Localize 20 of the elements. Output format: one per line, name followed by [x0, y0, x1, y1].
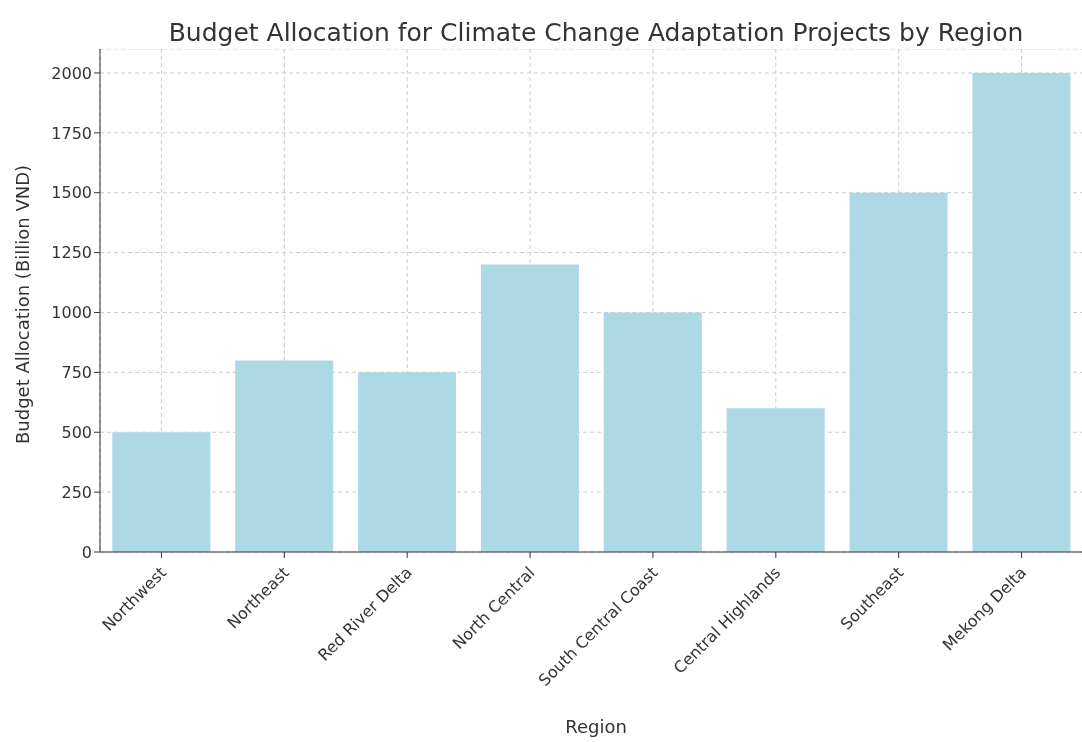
- y-tick-label: 1500: [51, 183, 92, 203]
- y-tick-label: 750: [61, 363, 92, 383]
- chart-title: Budget Allocation for Climate Change Adaptation Projects by Region: [167, 18, 1025, 47]
- bar: [726, 408, 825, 552]
- y-tick-label: 0: [81, 542, 92, 562]
- y-tick-label: 1750: [51, 123, 92, 143]
- x-axis-title: Region: [564, 716, 628, 737]
- y-tick-label: 1000: [51, 303, 92, 323]
- y-tick-label: 1250: [51, 243, 92, 263]
- y-axis-title: Budget Allocation (Billion VND): [12, 164, 34, 445]
- bar: [972, 72, 1071, 552]
- y-tick-label: 500: [61, 422, 92, 442]
- bar: [603, 312, 702, 552]
- bar: [849, 192, 948, 552]
- y-tick-label: 2000: [51, 63, 92, 83]
- bar: [112, 432, 211, 552]
- y-tick-label: 250: [61, 482, 92, 502]
- bar: [358, 372, 457, 552]
- bar: [235, 360, 334, 552]
- bar: [480, 264, 579, 552]
